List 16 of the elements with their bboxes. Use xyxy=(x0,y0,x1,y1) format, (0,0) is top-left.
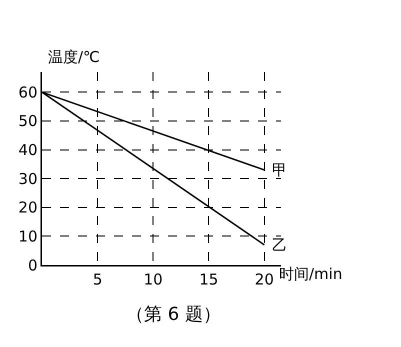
y-tick-label: 30 xyxy=(18,170,38,188)
x-axis-title: 时间/min xyxy=(279,265,342,283)
y-tick-label: 0 xyxy=(28,256,38,274)
y-tick-label: 50 xyxy=(18,112,38,130)
series-label: 甲 xyxy=(272,161,287,179)
x-tick-label: 20 xyxy=(254,270,274,288)
y-tick-label: 60 xyxy=(18,83,38,102)
text: （第 6 题） xyxy=(126,304,221,325)
y-axis-title: 温度/℃ xyxy=(48,48,100,66)
y-tick-label: 20 xyxy=(18,198,38,217)
y-tick-label: 40 xyxy=(18,141,38,160)
x-tick-label: 10 xyxy=(144,270,163,288)
series-label: 乙 xyxy=(272,236,287,254)
x-tick-label: 5 xyxy=(92,270,102,288)
x-tick-label: 15 xyxy=(199,270,218,288)
y-tick-label: 10 xyxy=(18,227,38,246)
